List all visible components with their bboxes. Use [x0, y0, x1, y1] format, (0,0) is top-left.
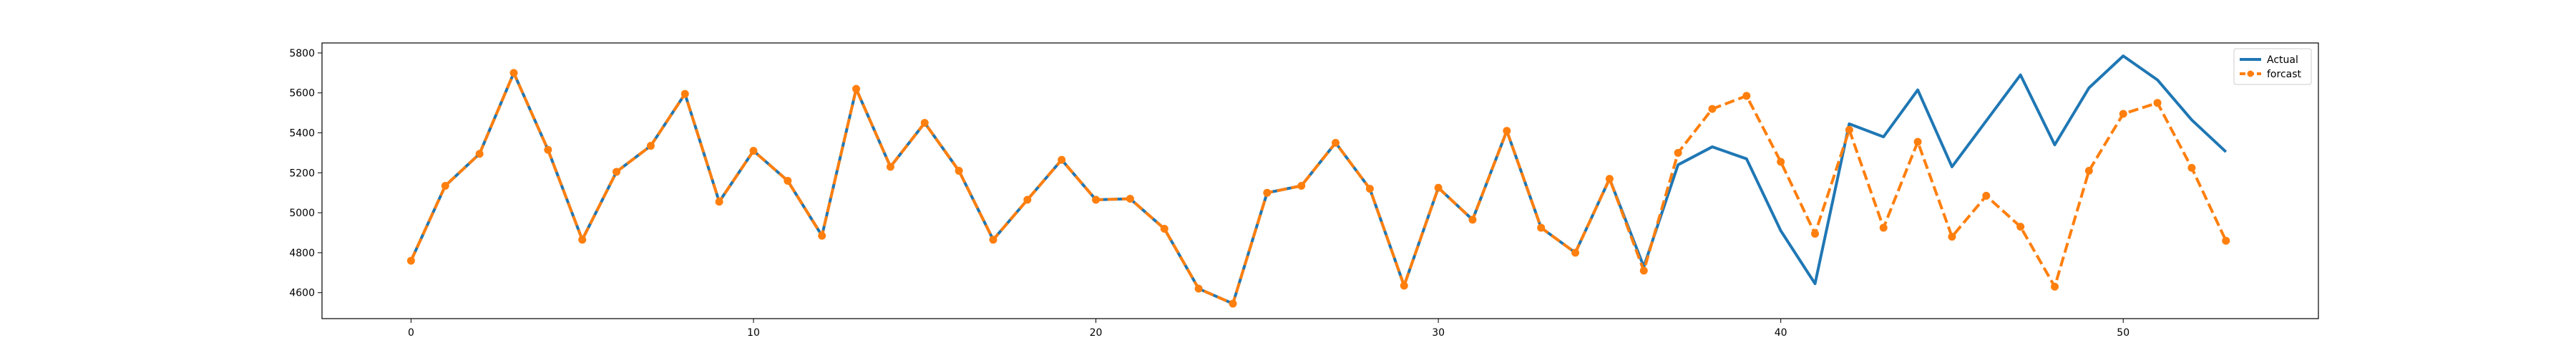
data-point-forcast-7: [646, 142, 655, 150]
y-tick-label-4800: 4800: [289, 248, 315, 259]
data-point-forcast-17: [989, 236, 997, 244]
data-point-forcast-10: [749, 147, 758, 155]
data-point-forcast-45: [1948, 233, 1956, 241]
data-point-forcast-25: [1263, 188, 1272, 197]
data-point-forcast-23: [1194, 284, 1203, 293]
data-point-forcast-21: [1126, 195, 1134, 203]
data-point-forcast-26: [1297, 181, 1306, 190]
x-tick-label-20: 20: [1090, 327, 1103, 339]
data-point-forcast-11: [784, 177, 792, 185]
data-point-forcast-2: [475, 150, 484, 158]
y-tick-label-5400: 5400: [289, 128, 315, 140]
data-point-forcast-40: [1777, 158, 1785, 166]
legend: Actual forcast: [2233, 48, 2312, 85]
data-point-forcast-38: [1708, 105, 1717, 113]
x-axis: 0 10 20 30 40 50: [408, 319, 2129, 339]
y-axis: 4600 4800 5000 5200 5400 5600 5800: [289, 48, 322, 299]
legend-marker-forcast: [2247, 70, 2254, 77]
data-point-forcast-0: [406, 256, 415, 265]
data-point-forcast-36: [1639, 266, 1648, 275]
data-point-forcast-42: [1845, 125, 1853, 134]
data-point-forcast-37: [1674, 148, 1682, 157]
data-point-forcast-19: [1058, 155, 1066, 164]
data-point-forcast-22: [1160, 224, 1169, 233]
data-point-forcast-33: [1537, 223, 1546, 232]
data-point-forcast-35: [1605, 175, 1614, 183]
data-point-forcast-1: [441, 181, 449, 190]
data-point-forcast-13: [852, 84, 861, 93]
plot-area: [321, 42, 2319, 319]
legend-box: [2233, 48, 2312, 85]
x-tick-label-10: 10: [747, 327, 760, 339]
x-tick-label-50: 50: [2117, 327, 2129, 339]
y-tick-label-5800: 5800: [289, 48, 315, 59]
data-point-forcast-15: [920, 119, 929, 127]
data-point-forcast-30: [1434, 183, 1443, 192]
data-point-forcast-6: [613, 168, 621, 176]
legend-label-actual: Actual: [2267, 54, 2298, 66]
data-point-forcast-12: [818, 231, 826, 240]
y-tick-label-4600: 4600: [289, 288, 315, 299]
data-point-forcast-43: [1879, 223, 1888, 232]
data-point-forcast-51: [2153, 99, 2162, 107]
x-tick-label-30: 30: [1432, 327, 1445, 339]
data-point-forcast-20: [1092, 195, 1101, 204]
x-tick-label-40: 40: [1775, 327, 1787, 339]
data-point-forcast-41: [1811, 229, 1820, 238]
y-tick-label-5600: 5600: [289, 88, 315, 100]
data-point-forcast-24: [1229, 299, 1237, 308]
data-point-forcast-52: [2187, 163, 2196, 172]
data-point-forcast-28: [1365, 185, 1374, 193]
data-point-forcast-44: [1913, 137, 1922, 146]
data-point-forcast-53: [2222, 236, 2230, 245]
data-point-forcast-31: [1468, 216, 1477, 224]
data-point-forcast-32: [1503, 127, 1511, 135]
data-point-forcast-16: [955, 167, 963, 175]
data-point-forcast-50: [2119, 110, 2127, 118]
data-point-forcast-8: [680, 90, 689, 98]
series-line-forcast: [409, 71, 2228, 306]
data-point-forcast-39: [1742, 92, 1751, 100]
legend-label-forcast: forcast: [2267, 69, 2302, 80]
data-point-forcast-4: [544, 145, 552, 154]
data-point-forcast-34: [1571, 248, 1580, 257]
data-point-forcast-9: [715, 198, 723, 206]
y-tick-label-5000: 5000: [289, 208, 315, 219]
data-point-forcast-49: [2084, 167, 2093, 175]
data-point-forcast-46: [1982, 191, 1991, 200]
x-tick-label-0: 0: [408, 327, 414, 339]
data-point-forcast-48: [2051, 282, 2059, 291]
data-point-forcast-14: [886, 163, 894, 171]
data-point-forcast-47: [2016, 223, 2025, 231]
data-point-forcast-27: [1332, 138, 1340, 147]
data-point-forcast-5: [578, 236, 587, 244]
y-tick-label-5200: 5200: [289, 168, 315, 179]
data-point-forcast-18: [1023, 195, 1032, 204]
data-point-forcast-3: [509, 69, 518, 77]
data-point-forcast-29: [1400, 281, 1408, 290]
series-layer: [406, 54, 2230, 308]
